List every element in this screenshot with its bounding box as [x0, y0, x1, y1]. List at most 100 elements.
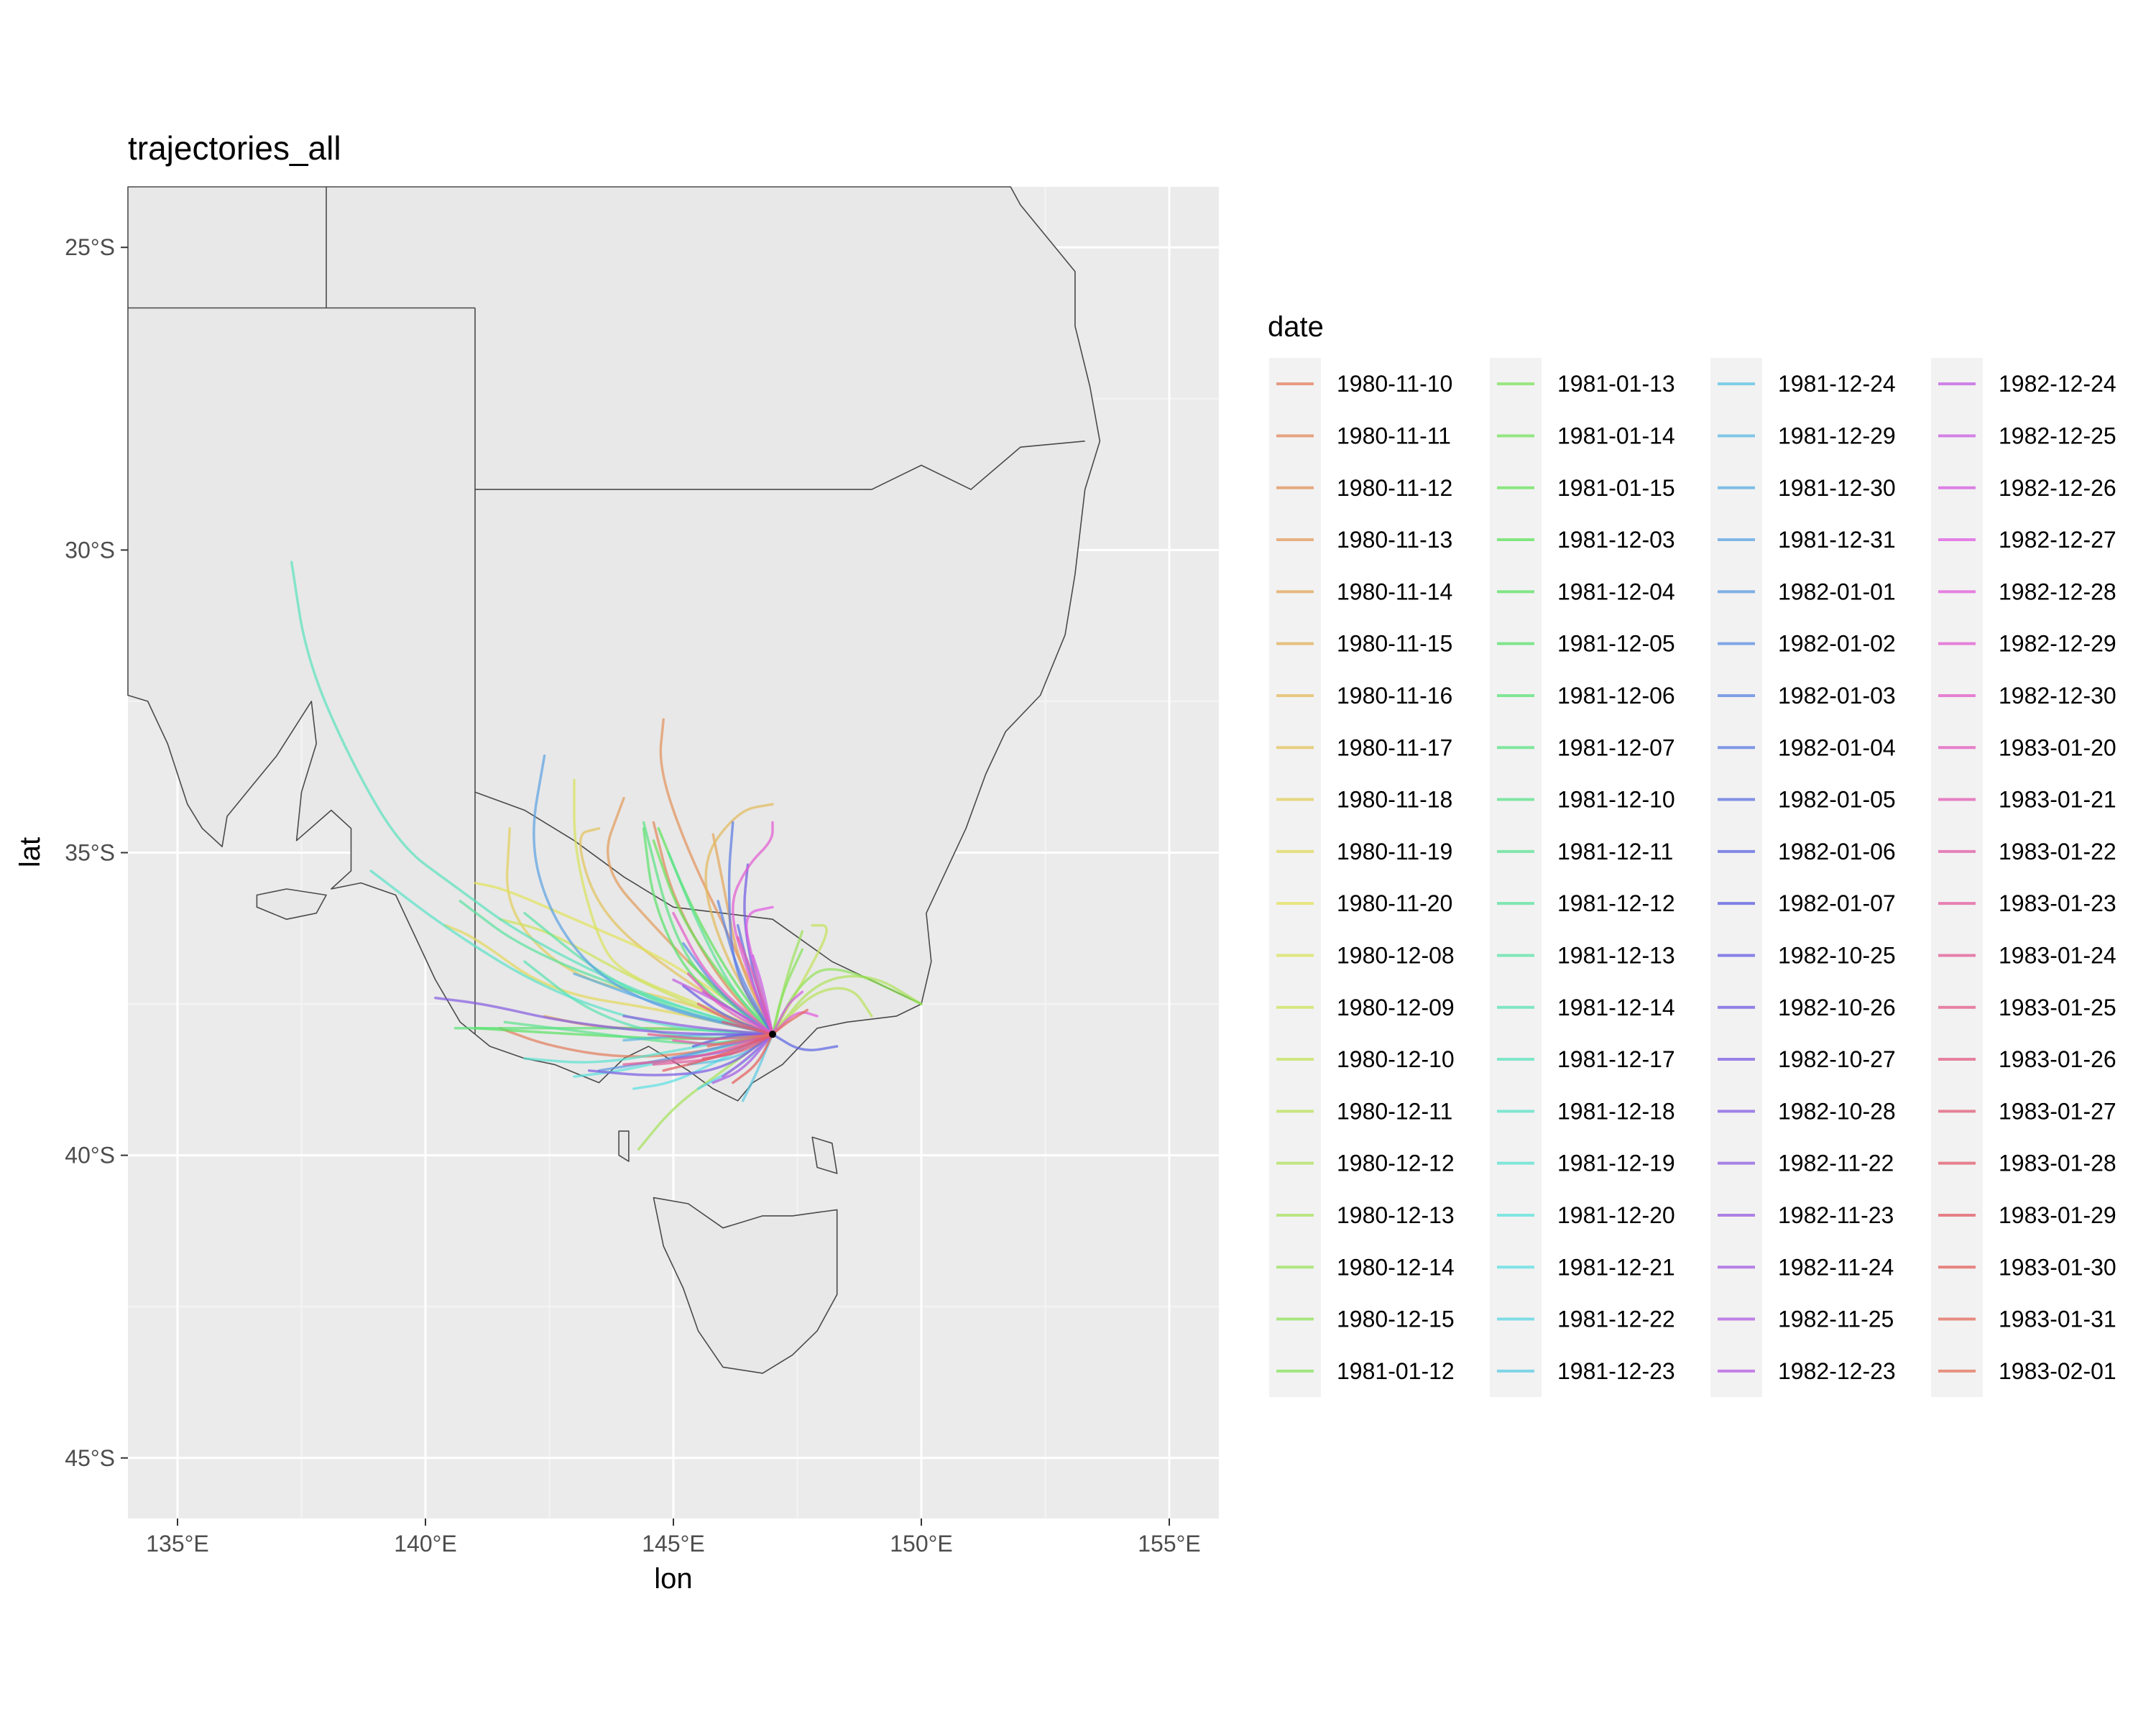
- legend-label: 1981-01-12: [1337, 1358, 1455, 1384]
- legend-label: 1980-12-10: [1337, 1046, 1455, 1072]
- y-tick-label: 40°S: [65, 1143, 115, 1168]
- legend-label: 1980-11-20: [1337, 890, 1452, 916]
- origin-point: [769, 1031, 776, 1038]
- state-borders: [128, 187, 1085, 1035]
- x-tick-label: 150°E: [890, 1531, 953, 1557]
- legend-label: 1981-12-23: [1557, 1358, 1675, 1384]
- legend-label: 1980-11-19: [1337, 839, 1452, 865]
- trajectory-line: [533, 754, 774, 1036]
- x-tick-label: 140°E: [394, 1531, 457, 1557]
- legend-label: 1980-11-12: [1337, 475, 1452, 501]
- trajectory-line: [667, 851, 774, 1036]
- legend-label: 1980-12-09: [1337, 995, 1455, 1020]
- legend-label: 1982-01-04: [1778, 734, 1896, 760]
- legend-label: 1981-12-03: [1557, 527, 1675, 553]
- legend-label: 1981-01-13: [1557, 371, 1675, 397]
- legend-label: 1983-01-25: [1999, 995, 2116, 1020]
- legend-label: 1982-12-26: [1999, 475, 2116, 501]
- legend-label: 1980-11-10: [1337, 371, 1452, 397]
- legend-label: 1982-12-29: [1999, 631, 2116, 657]
- legend-label: 1980-12-08: [1337, 942, 1455, 968]
- legend-key-background: [1931, 358, 1983, 1397]
- y-tick-label: 35°S: [65, 840, 115, 866]
- legend-label: 1982-11-22: [1778, 1151, 1894, 1176]
- legend-label: 1982-01-07: [1778, 890, 1896, 916]
- x-tick-label: 155°E: [1138, 1531, 1201, 1557]
- legend-label: 1981-12-13: [1557, 942, 1675, 968]
- legend-label: 1981-12-07: [1557, 734, 1675, 760]
- trajectory-line: [672, 911, 774, 1036]
- x-tick-label: 135°E: [146, 1531, 209, 1557]
- trajectory-line: [434, 996, 774, 1036]
- legend-label: 1981-12-17: [1557, 1046, 1675, 1072]
- legend-label: 1981-12-21: [1557, 1254, 1675, 1280]
- legend-label: 1982-01-03: [1778, 683, 1896, 709]
- legend-label: 1980-11-13: [1337, 527, 1452, 553]
- trajectory-line: [732, 821, 774, 1036]
- legend-label: 1983-01-31: [1999, 1306, 2116, 1332]
- legend-label: 1983-01-22: [1999, 839, 2116, 865]
- legend-label: 1983-01-24: [1999, 942, 2116, 968]
- y-tick-label: 25°S: [65, 234, 115, 260]
- y-axis-ticks: 25°S 30°S 35°S 40°S 45°S: [65, 234, 128, 1471]
- legend-label: 1980-12-15: [1337, 1306, 1455, 1332]
- legend-label: 1981-12-29: [1778, 423, 1896, 448]
- legend-label: 1981-12-30: [1778, 475, 1896, 501]
- legend-label: 1981-12-10: [1557, 787, 1675, 813]
- king-island: [618, 1130, 630, 1162]
- legend-label: 1982-01-01: [1778, 578, 1896, 604]
- legend-label: 1981-12-18: [1557, 1098, 1675, 1124]
- legend-label: 1981-12-06: [1557, 683, 1675, 709]
- legend-label: 1981-12-11: [1557, 839, 1673, 865]
- legend-label: 1980-11-18: [1337, 787, 1452, 813]
- legend-label: 1980-11-16: [1337, 683, 1452, 709]
- legend-label: 1981-12-20: [1557, 1202, 1675, 1228]
- flinders-island: [811, 1136, 838, 1174]
- legend-label: 1982-12-28: [1999, 578, 2116, 604]
- legend-key-background: [1490, 358, 1542, 1397]
- legend-key-background: [1269, 358, 1321, 1397]
- legend-label: 1980-12-11: [1337, 1098, 1452, 1124]
- legend-label: 1982-12-25: [1999, 423, 2116, 448]
- legend-label: 1981-12-14: [1557, 995, 1675, 1020]
- legend-label: 1982-11-24: [1778, 1254, 1894, 1280]
- legend-label: 1981-12-19: [1557, 1151, 1675, 1176]
- legend-label: 1982-12-27: [1999, 527, 2116, 553]
- legend-label: 1980-11-17: [1337, 734, 1452, 760]
- legend-label: 1982-11-23: [1778, 1202, 1894, 1228]
- legend-label: 1982-10-27: [1778, 1046, 1896, 1072]
- legend-label: 1981-12-12: [1557, 890, 1675, 916]
- state-border: [475, 441, 1085, 491]
- legend-label: 1981-12-22: [1557, 1306, 1675, 1332]
- legend-label: 1981-12-05: [1557, 631, 1675, 657]
- legend-label: 1982-10-26: [1778, 995, 1896, 1020]
- legend-label: 1982-01-06: [1778, 839, 1896, 865]
- legend-label: 1983-01-28: [1999, 1151, 2116, 1176]
- x-tick-label: 145°E: [642, 1531, 705, 1557]
- legend-label: 1983-02-01: [1999, 1358, 2116, 1384]
- legend-label: 1980-11-11: [1337, 423, 1451, 448]
- legend-label: 1980-11-15: [1337, 631, 1452, 657]
- legend-label: 1982-12-30: [1999, 683, 2116, 709]
- trajectory-line: [771, 974, 923, 1036]
- legend-label: 1983-01-29: [1999, 1202, 2116, 1228]
- legend-label: 1983-01-30: [1999, 1254, 2116, 1280]
- trajectories: [290, 561, 923, 1151]
- legend-label: 1981-12-31: [1778, 527, 1896, 553]
- legend-label: 1983-01-23: [1999, 890, 2116, 916]
- legend-label: 1983-01-27: [1999, 1098, 2116, 1124]
- legend-label: 1982-01-02: [1778, 631, 1896, 657]
- legend-title: date: [1268, 311, 1324, 343]
- legend-label: 1980-12-14: [1337, 1254, 1455, 1280]
- legend-label: 1982-01-05: [1778, 787, 1896, 813]
- legend-label: 1981-01-15: [1557, 475, 1675, 501]
- x-axis-ticks: 135°E 140°E 145°E 150°E 155°E: [146, 1518, 1201, 1557]
- legend-label: 1982-10-25: [1778, 942, 1896, 968]
- tasmania-landmass: [653, 1197, 838, 1374]
- y-tick-label: 30°S: [65, 537, 115, 563]
- trajectory-line: [290, 561, 774, 1036]
- legend-label: 1980-12-12: [1337, 1151, 1455, 1176]
- legend-label: 1982-10-28: [1778, 1098, 1896, 1124]
- legend-label: 1980-12-13: [1337, 1202, 1455, 1228]
- x-axis-title: lon: [654, 1563, 692, 1595]
